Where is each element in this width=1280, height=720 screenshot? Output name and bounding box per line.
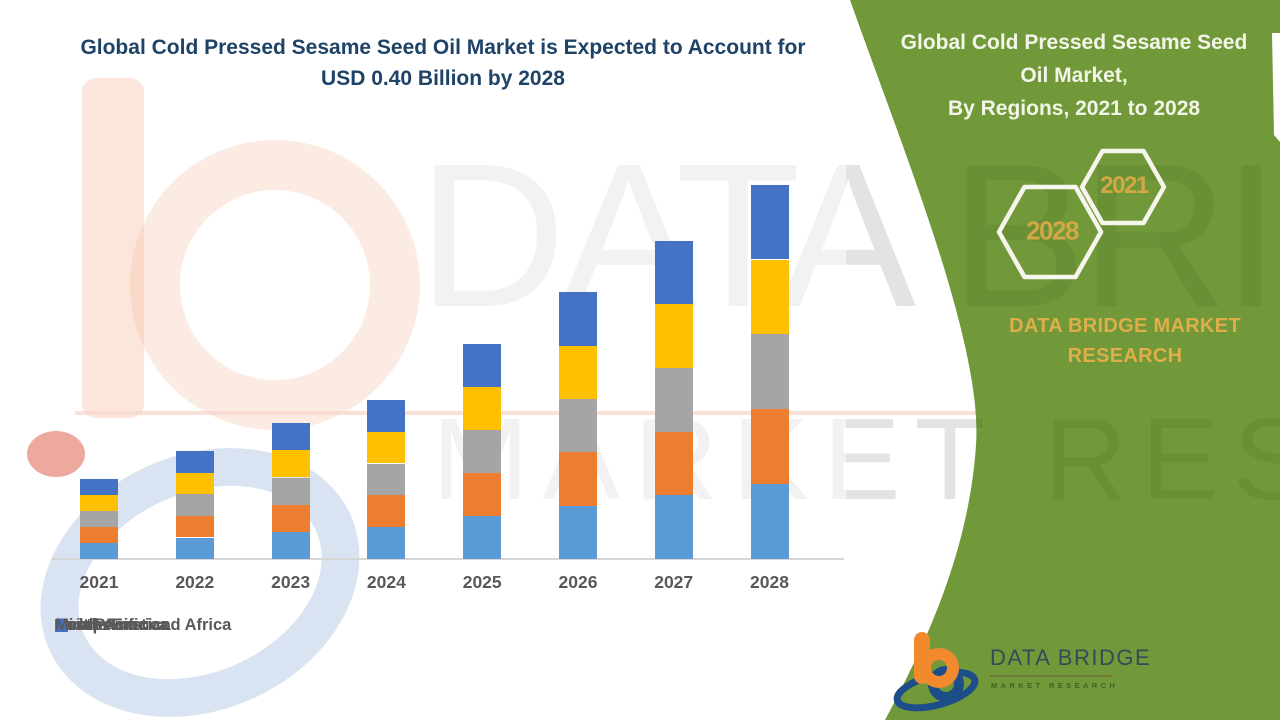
hexagon-2021-label: 2021 <box>1100 172 1149 199</box>
x-axis-label-2021: 2021 <box>79 572 119 592</box>
legend-label-north-america: North America <box>55 616 169 634</box>
bar-segment-2028-europe <box>750 409 789 485</box>
logo-b-bowl <box>919 648 959 688</box>
bar-segment-2022-europe <box>175 515 214 538</box>
bar-segment-2022-middle-east-and-africa <box>175 451 214 473</box>
bar-segment-2021-south-america <box>80 495 118 512</box>
bar-segment-2025-north-america <box>463 515 502 559</box>
bar-segment-2022-asia-pacific <box>175 494 214 516</box>
brand-text-line1: DATA BRIDGE MARKET <box>1009 315 1241 337</box>
hexagon-2028-label: 2028 <box>1026 215 1079 246</box>
legend-label-asia-pacific: Asia Pacific <box>55 616 148 634</box>
bar-segment-2028-south-america <box>750 259 789 335</box>
bar-segment-2022-south-america <box>175 472 214 495</box>
bar-segment-2021-europe <box>80 527 118 544</box>
bar-segment-2021-middle-east-and-africa <box>80 479 118 496</box>
brand-text: DATA BRIDGE MARKET RESEARCH <box>955 311 1280 371</box>
bar-segment-2023-middle-east-and-africa <box>271 423 310 451</box>
watermark-text-line1: DATA BRIDGE <box>418 121 1280 350</box>
x-axis-label-2026: 2026 <box>558 572 598 592</box>
x-axis-label-2024: 2024 <box>366 572 406 592</box>
side-panel-notch <box>1272 33 1280 142</box>
bar-segment-2025-asia-pacific <box>463 429 502 473</box>
legend-swatch-middle-east-and-africa <box>55 619 68 632</box>
legend-label-middle-east-and-africa: Middle East and Africa <box>55 616 232 634</box>
bar-segment-2022-north-america <box>175 537 214 559</box>
x-axis-label-2027: 2027 <box>654 572 694 592</box>
bar-segment-2026-south-america <box>559 345 597 399</box>
x-axis-label-2022: 2022 <box>175 572 215 592</box>
bar-segment-2021-asia-pacific <box>80 511 118 528</box>
bar-segment-2026-asia-pacific <box>559 398 597 453</box>
watermark-logo-dot <box>27 431 85 477</box>
hexagon-2028-outline <box>996 184 1104 280</box>
side-panel-heading: Global Cold Pressed Sesame Seed Oil Mark… <box>876 26 1272 125</box>
bar-segment-2023-south-america <box>271 450 310 478</box>
bar-segment-2024-middle-east-and-africa <box>367 399 406 432</box>
watermark-accent-line <box>75 411 1035 415</box>
bar-segment-2028-middle-east-and-africa <box>750 184 789 260</box>
bar-segment-2025-south-america <box>463 386 502 430</box>
bar-segment-2024-europe <box>367 495 406 528</box>
brand-text-line2: RESEARCH <box>1067 345 1183 367</box>
bar-segment-2026-europe <box>559 452 597 506</box>
bar-segment-2027-north-america <box>654 495 693 559</box>
bar-segment-2027-middle-east-and-africa <box>654 240 693 305</box>
bar-segment-2024-north-america <box>367 527 406 559</box>
x-axis-label-2028: 2028 <box>750 572 789 592</box>
data-bridge-logo <box>893 632 979 712</box>
x-axis-label-2023: 2023 <box>271 572 311 592</box>
bar-segment-2024-south-america <box>367 431 406 464</box>
side-panel-heading-line2: Oil Market, <box>1020 64 1128 87</box>
side-panel-heading-line3: By Regions, 2021 to 2028 <box>947 97 1201 120</box>
bar-segment-2028-north-america <box>750 484 789 559</box>
bar-segment-2027-south-america <box>654 304 693 368</box>
logo-subtitle: MARKET RESEARCH <box>991 681 1119 690</box>
legend-label-europe: Europe <box>55 616 112 634</box>
bar-segment-2026-middle-east-and-africa <box>559 292 597 346</box>
bar-segment-2023-asia-pacific <box>271 477 310 505</box>
watermark-text-line2: MARKET RESEARCH <box>432 394 1280 524</box>
hexagon-2021-outline <box>1079 148 1167 226</box>
bar-segment-2025-europe <box>463 472 502 516</box>
bar-segment-2025-middle-east-and-africa <box>463 343 502 387</box>
legend-label-south-america: South America <box>55 616 171 634</box>
x-axis-line <box>52 558 844 560</box>
side-panel-heading-line1: Global Cold Pressed Sesame Seed <box>900 31 1248 54</box>
logo-divider <box>990 675 1112 677</box>
bar-segment-2026-north-america <box>559 505 597 559</box>
chart-title: Global Cold Pressed Sesame Seed Oil Mark… <box>30 32 856 94</box>
bar-segment-2023-north-america <box>271 531 310 559</box>
chart-title-line1: Global Cold Pressed Sesame Seed Oil Mark… <box>80 36 806 59</box>
chart-title-line2: USD 0.40 Billion by 2028 <box>321 67 565 90</box>
bar-segment-2028-asia-pacific <box>750 334 789 410</box>
bar-segment-2027-asia-pacific <box>654 368 693 432</box>
bar-segment-2023-europe <box>271 504 310 532</box>
bar-segment-2027-europe <box>654 431 693 496</box>
bar-segment-2021-north-america <box>80 543 118 559</box>
x-axis-label-2025: 2025 <box>462 572 502 592</box>
bar-segment-2024-asia-pacific <box>367 463 406 496</box>
logo-wordmark: DATA BRIDGE <box>990 645 1152 670</box>
